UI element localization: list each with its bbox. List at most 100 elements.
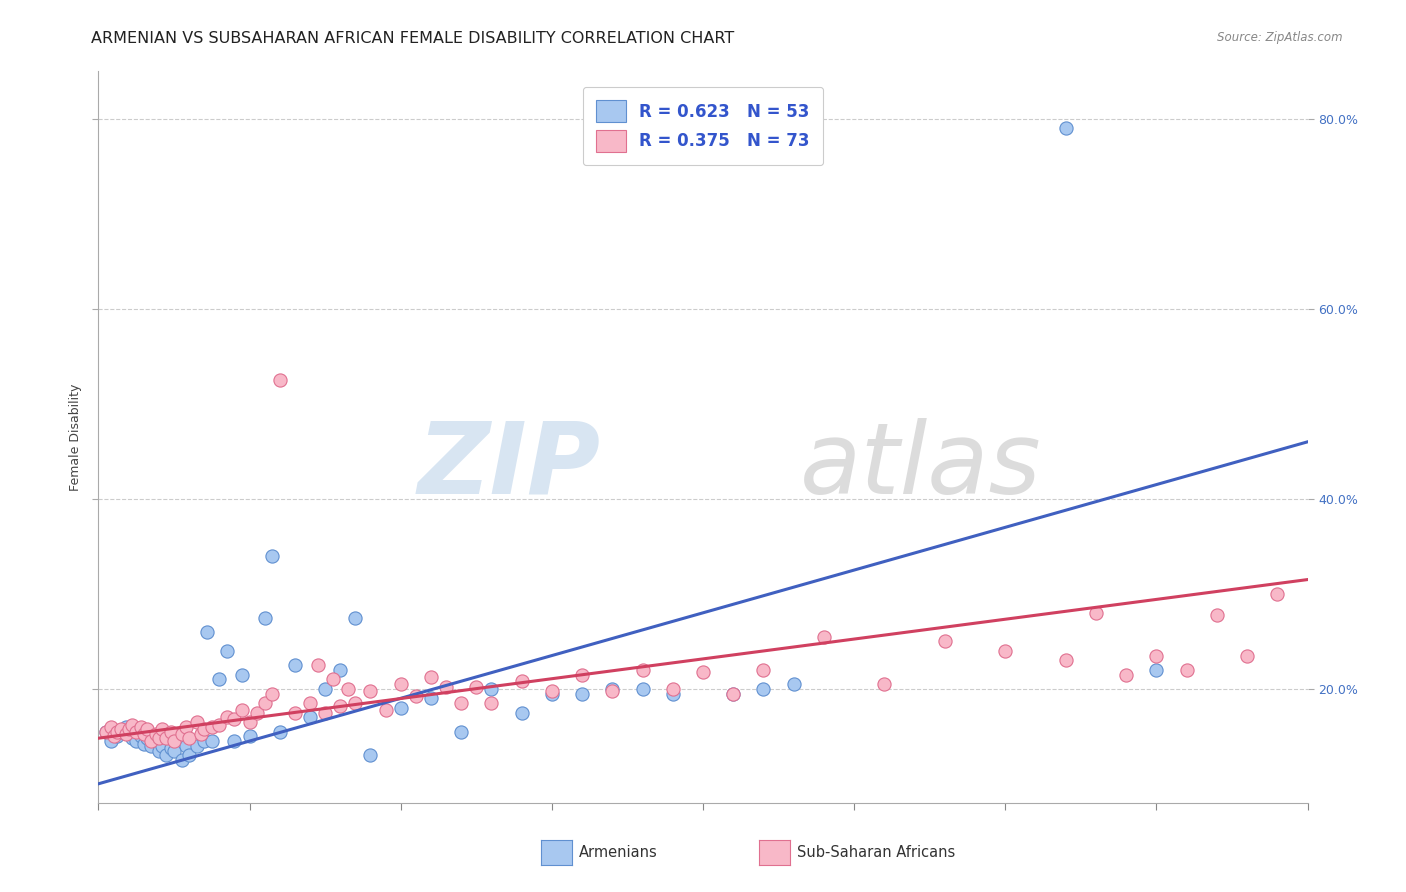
Point (193, 722, 215, 736)
Point (170, 727, 193, 741)
Point (540, 687, 562, 701)
Point (239, 729, 262, 743)
Point (1115, 667, 1137, 681)
Point (231, 667, 253, 681)
Point (1236, 648, 1258, 663)
Point (125, 724, 148, 739)
Point (215, 710, 238, 724)
Point (1267, 587, 1289, 601)
Point (299, 696, 322, 710)
Point (208, 718, 231, 732)
Point (1054, 653, 1077, 667)
Point (661, 681, 683, 696)
Point (481, 696, 503, 710)
Point (103, 729, 125, 743)
Point (389, 701, 412, 715)
Point (1206, 607, 1229, 622)
Point (284, 658, 307, 673)
Point (465, 680, 488, 694)
Point (114, 720, 136, 734)
Point (314, 681, 336, 696)
Point (100, 734, 122, 748)
Point (231, 703, 253, 717)
Point (105, 729, 128, 743)
Point (179, 748, 201, 763)
Point (420, 670, 443, 684)
Point (783, 677, 806, 691)
Point (813, 630, 835, 644)
Point (195, 624, 218, 639)
Text: ZIP: ZIP (418, 417, 600, 515)
Point (186, 739, 208, 753)
Point (360, 683, 382, 698)
Point (179, 731, 201, 746)
Point (163, 734, 186, 748)
Point (336, 681, 359, 696)
Point (692, 665, 714, 679)
Point (163, 743, 186, 757)
Point (100, 720, 122, 734)
Point (94, 724, 117, 739)
Point (571, 667, 593, 681)
Point (329, 698, 352, 713)
Point (934, 634, 956, 648)
Point (631, 663, 654, 677)
Point (114, 727, 136, 741)
Point (1054, 121, 1077, 136)
Point (1144, 648, 1167, 663)
Point (481, 681, 503, 696)
Point (299, 710, 322, 724)
Point (148, 743, 170, 757)
Point (246, 706, 269, 720)
Point (510, 674, 533, 689)
Point (344, 610, 367, 624)
Point (510, 706, 533, 720)
Point (148, 731, 170, 746)
Point (110, 724, 132, 739)
Point (186, 714, 208, 729)
Point (135, 722, 157, 736)
Point (208, 673, 231, 687)
Point (540, 683, 562, 698)
Point (141, 739, 163, 753)
Point (224, 734, 246, 748)
Point (389, 677, 412, 691)
Point (374, 703, 396, 717)
Legend: R = 0.623   N = 53, R = 0.375   N = 73: R = 0.623 N = 53, R = 0.375 N = 73 (582, 87, 824, 165)
Point (201, 734, 224, 748)
Point (224, 712, 246, 726)
Point (284, 706, 307, 720)
Text: Source: ZipAtlas.com: Source: ZipAtlas.com (1218, 31, 1343, 45)
Point (145, 734, 167, 748)
Point (723, 687, 745, 701)
Point (121, 731, 143, 746)
Text: Sub-Saharan Africans: Sub-Saharan Africans (797, 846, 956, 860)
Point (269, 373, 291, 387)
Point (201, 720, 224, 734)
Point (450, 696, 472, 710)
Point (193, 734, 215, 748)
Point (215, 644, 238, 658)
Point (174, 739, 197, 753)
Point (94, 724, 117, 739)
Point (129, 729, 152, 743)
Point (1144, 663, 1167, 677)
Point (314, 706, 336, 720)
Point (322, 673, 344, 687)
Point (190, 727, 212, 741)
Point (253, 610, 276, 624)
Point (132, 727, 155, 741)
Point (150, 722, 173, 736)
Text: ARMENIAN VS SUBSAHARAN AFRICAN FEMALE DISABILITY CORRELATION CHART: ARMENIAN VS SUBSAHARAN AFRICAN FEMALE DI… (91, 31, 735, 46)
Point (132, 737, 155, 751)
Point (994, 644, 1017, 658)
Point (150, 739, 173, 753)
Point (121, 718, 143, 732)
Point (160, 740, 183, 755)
Point (1175, 663, 1198, 677)
Point (269, 724, 291, 739)
Point (873, 677, 896, 691)
Point (129, 720, 152, 734)
Point (434, 680, 457, 694)
Point (155, 731, 177, 746)
